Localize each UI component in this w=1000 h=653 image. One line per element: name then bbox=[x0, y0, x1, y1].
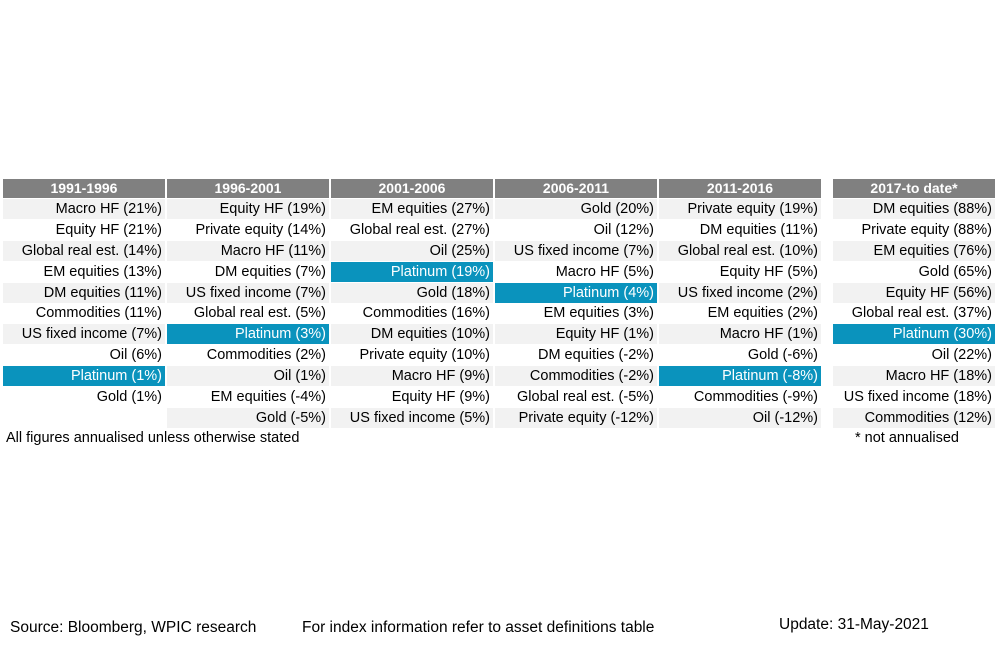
asset-cell: EM equities (2%) bbox=[659, 303, 821, 324]
asset-cell: Macro HF (21%) bbox=[3, 199, 165, 219]
asset-cell: US fixed income (7%) bbox=[495, 240, 657, 261]
period-header: 2011-2016 bbox=[659, 179, 821, 198]
asset-cell: EM equities (13%) bbox=[3, 261, 165, 282]
period-header: 1991-1996 bbox=[3, 179, 165, 198]
asset-cell: EM equities (76%) bbox=[833, 240, 995, 261]
asset-cell: Macro HF (1%) bbox=[659, 324, 821, 345]
asset-cell: Gold (-5%) bbox=[167, 407, 329, 428]
asset-cell: Equity HF (56%) bbox=[833, 282, 995, 303]
platinum-cell: Platinum (-8%) bbox=[659, 366, 821, 387]
asset-cell: US fixed income (7%) bbox=[167, 282, 329, 303]
asset-cell: EM equities (27%) bbox=[331, 199, 493, 219]
asset-cell: Global real est. (10%) bbox=[659, 240, 821, 261]
asset-cell: Private equity (14%) bbox=[167, 219, 329, 240]
asset-cell: Private equity (-12%) bbox=[495, 407, 657, 428]
period-column: 1996-2001 Equity HF (19%) Private equity (… bbox=[167, 179, 329, 429]
asset-cell: Private equity (10%) bbox=[331, 345, 493, 366]
asset-cell: Private equity (88%) bbox=[833, 219, 995, 240]
asset-cell: Global real est. (27%) bbox=[331, 219, 493, 240]
asset-cell: US fixed income (5%) bbox=[331, 407, 493, 428]
period-column: 2011-2016 Private equity (19%) DM equities… bbox=[659, 179, 821, 429]
asset-cell: EM equities (3%) bbox=[495, 303, 657, 324]
asset-cell: Macro HF (11%) bbox=[167, 240, 329, 261]
asset-cell: Global real est. (5%) bbox=[167, 303, 329, 324]
asset-cell: Oil (-12%) bbox=[659, 407, 821, 428]
asset-cell: Equity HF (21%) bbox=[3, 219, 165, 240]
platinum-cell: Platinum (1%) bbox=[3, 366, 165, 387]
asset-cell: US fixed income (7%) bbox=[3, 324, 165, 345]
asset-cell: DM equities (11%) bbox=[659, 219, 821, 240]
asset-cell: DM equities (-2%) bbox=[495, 345, 657, 366]
asset-cell: DM equities (7%) bbox=[167, 261, 329, 282]
asset-cell: US fixed income (2%) bbox=[659, 282, 821, 303]
period-column: 2017-to date* DM equities (88%) Private eq… bbox=[833, 179, 995, 429]
platinum-cell: Platinum (3%) bbox=[167, 324, 329, 345]
asset-cell: Commodities (-2%) bbox=[495, 366, 657, 387]
asset-cell: Macro HF (18%) bbox=[833, 366, 995, 387]
annualised-note: All figures annualised unless otherwise … bbox=[6, 430, 300, 446]
period-header: 2006-2011 bbox=[495, 179, 657, 198]
platinum-cell: Platinum (19%) bbox=[331, 261, 493, 282]
asset-cell: Macro HF (9%) bbox=[331, 366, 493, 387]
source-note: Source: Bloomberg, WPIC research bbox=[10, 619, 257, 636]
asset-cell: Commodities (-9%) bbox=[659, 387, 821, 408]
asset-cell: Gold (-6%) bbox=[659, 345, 821, 366]
index-info-note: For index information refer to asset def… bbox=[302, 619, 655, 636]
asset-cell: EM equities (-4%) bbox=[167, 387, 329, 408]
asset-cell: DM equities (88%) bbox=[833, 199, 995, 219]
asset-cell: Global real est. (14%) bbox=[3, 240, 165, 261]
platinum-cell: Platinum (4%) bbox=[495, 282, 657, 303]
asset-cell: US fixed income (18%) bbox=[833, 387, 995, 408]
asset-cell: Gold (1%) bbox=[3, 387, 165, 408]
asset-cell: Equity HF (9%) bbox=[331, 387, 493, 408]
asset-cell: Oil (6%) bbox=[3, 345, 165, 366]
asset-cell: Commodities (2%) bbox=[167, 345, 329, 366]
asset-cell: Private equity (19%) bbox=[659, 199, 821, 219]
asset-cell: Macro HF (5%) bbox=[495, 261, 657, 282]
asset-cell: Oil (1%) bbox=[167, 366, 329, 387]
period-header: 1996-2001 bbox=[167, 179, 329, 198]
asset-cell: Oil (25%) bbox=[331, 240, 493, 261]
asset-cell: Global real est. (37%) bbox=[833, 303, 995, 324]
period-column: 1991-1996 Macro HF (21%) Equity HF (21%) Gl… bbox=[3, 179, 165, 429]
period-header: 2001-2006 bbox=[331, 179, 493, 198]
asset-cell: Equity HF (19%) bbox=[167, 199, 329, 219]
asset-cell: Gold (65%) bbox=[833, 261, 995, 282]
asset-cell: Commodities (12%) bbox=[833, 407, 995, 428]
period-column: 2006-2011 Gold (20%) Oil (12%) US fixed inc… bbox=[495, 179, 657, 429]
asset-cell: Commodities (11%) bbox=[3, 303, 165, 324]
platinum-cell: Platinum (30%) bbox=[833, 324, 995, 345]
asset-cell: DM equities (11%) bbox=[3, 282, 165, 303]
asset-cell: DM equities (10%) bbox=[331, 324, 493, 345]
asset-cell: Gold (20%) bbox=[495, 199, 657, 219]
period-column: 2001-2006 EM equities (27%) Global real es… bbox=[331, 179, 493, 429]
not-annualised-note: * not annualised bbox=[855, 430, 959, 446]
asset-cell: Gold (18%) bbox=[331, 282, 493, 303]
asset-cell: Equity HF (5%) bbox=[659, 261, 821, 282]
asset-cell: Oil (22%) bbox=[833, 345, 995, 366]
asset-cell: Oil (12%) bbox=[495, 219, 657, 240]
update-date: Update: 31-May-2021 bbox=[779, 616, 929, 633]
asset-cell: Global real est. (-5%) bbox=[495, 387, 657, 408]
period-header: 2017-to date* bbox=[833, 179, 995, 198]
asset-cell: Equity HF (1%) bbox=[495, 324, 657, 345]
asset-cell bbox=[3, 408, 165, 428]
asset-cell: Commodities (16%) bbox=[331, 303, 493, 324]
